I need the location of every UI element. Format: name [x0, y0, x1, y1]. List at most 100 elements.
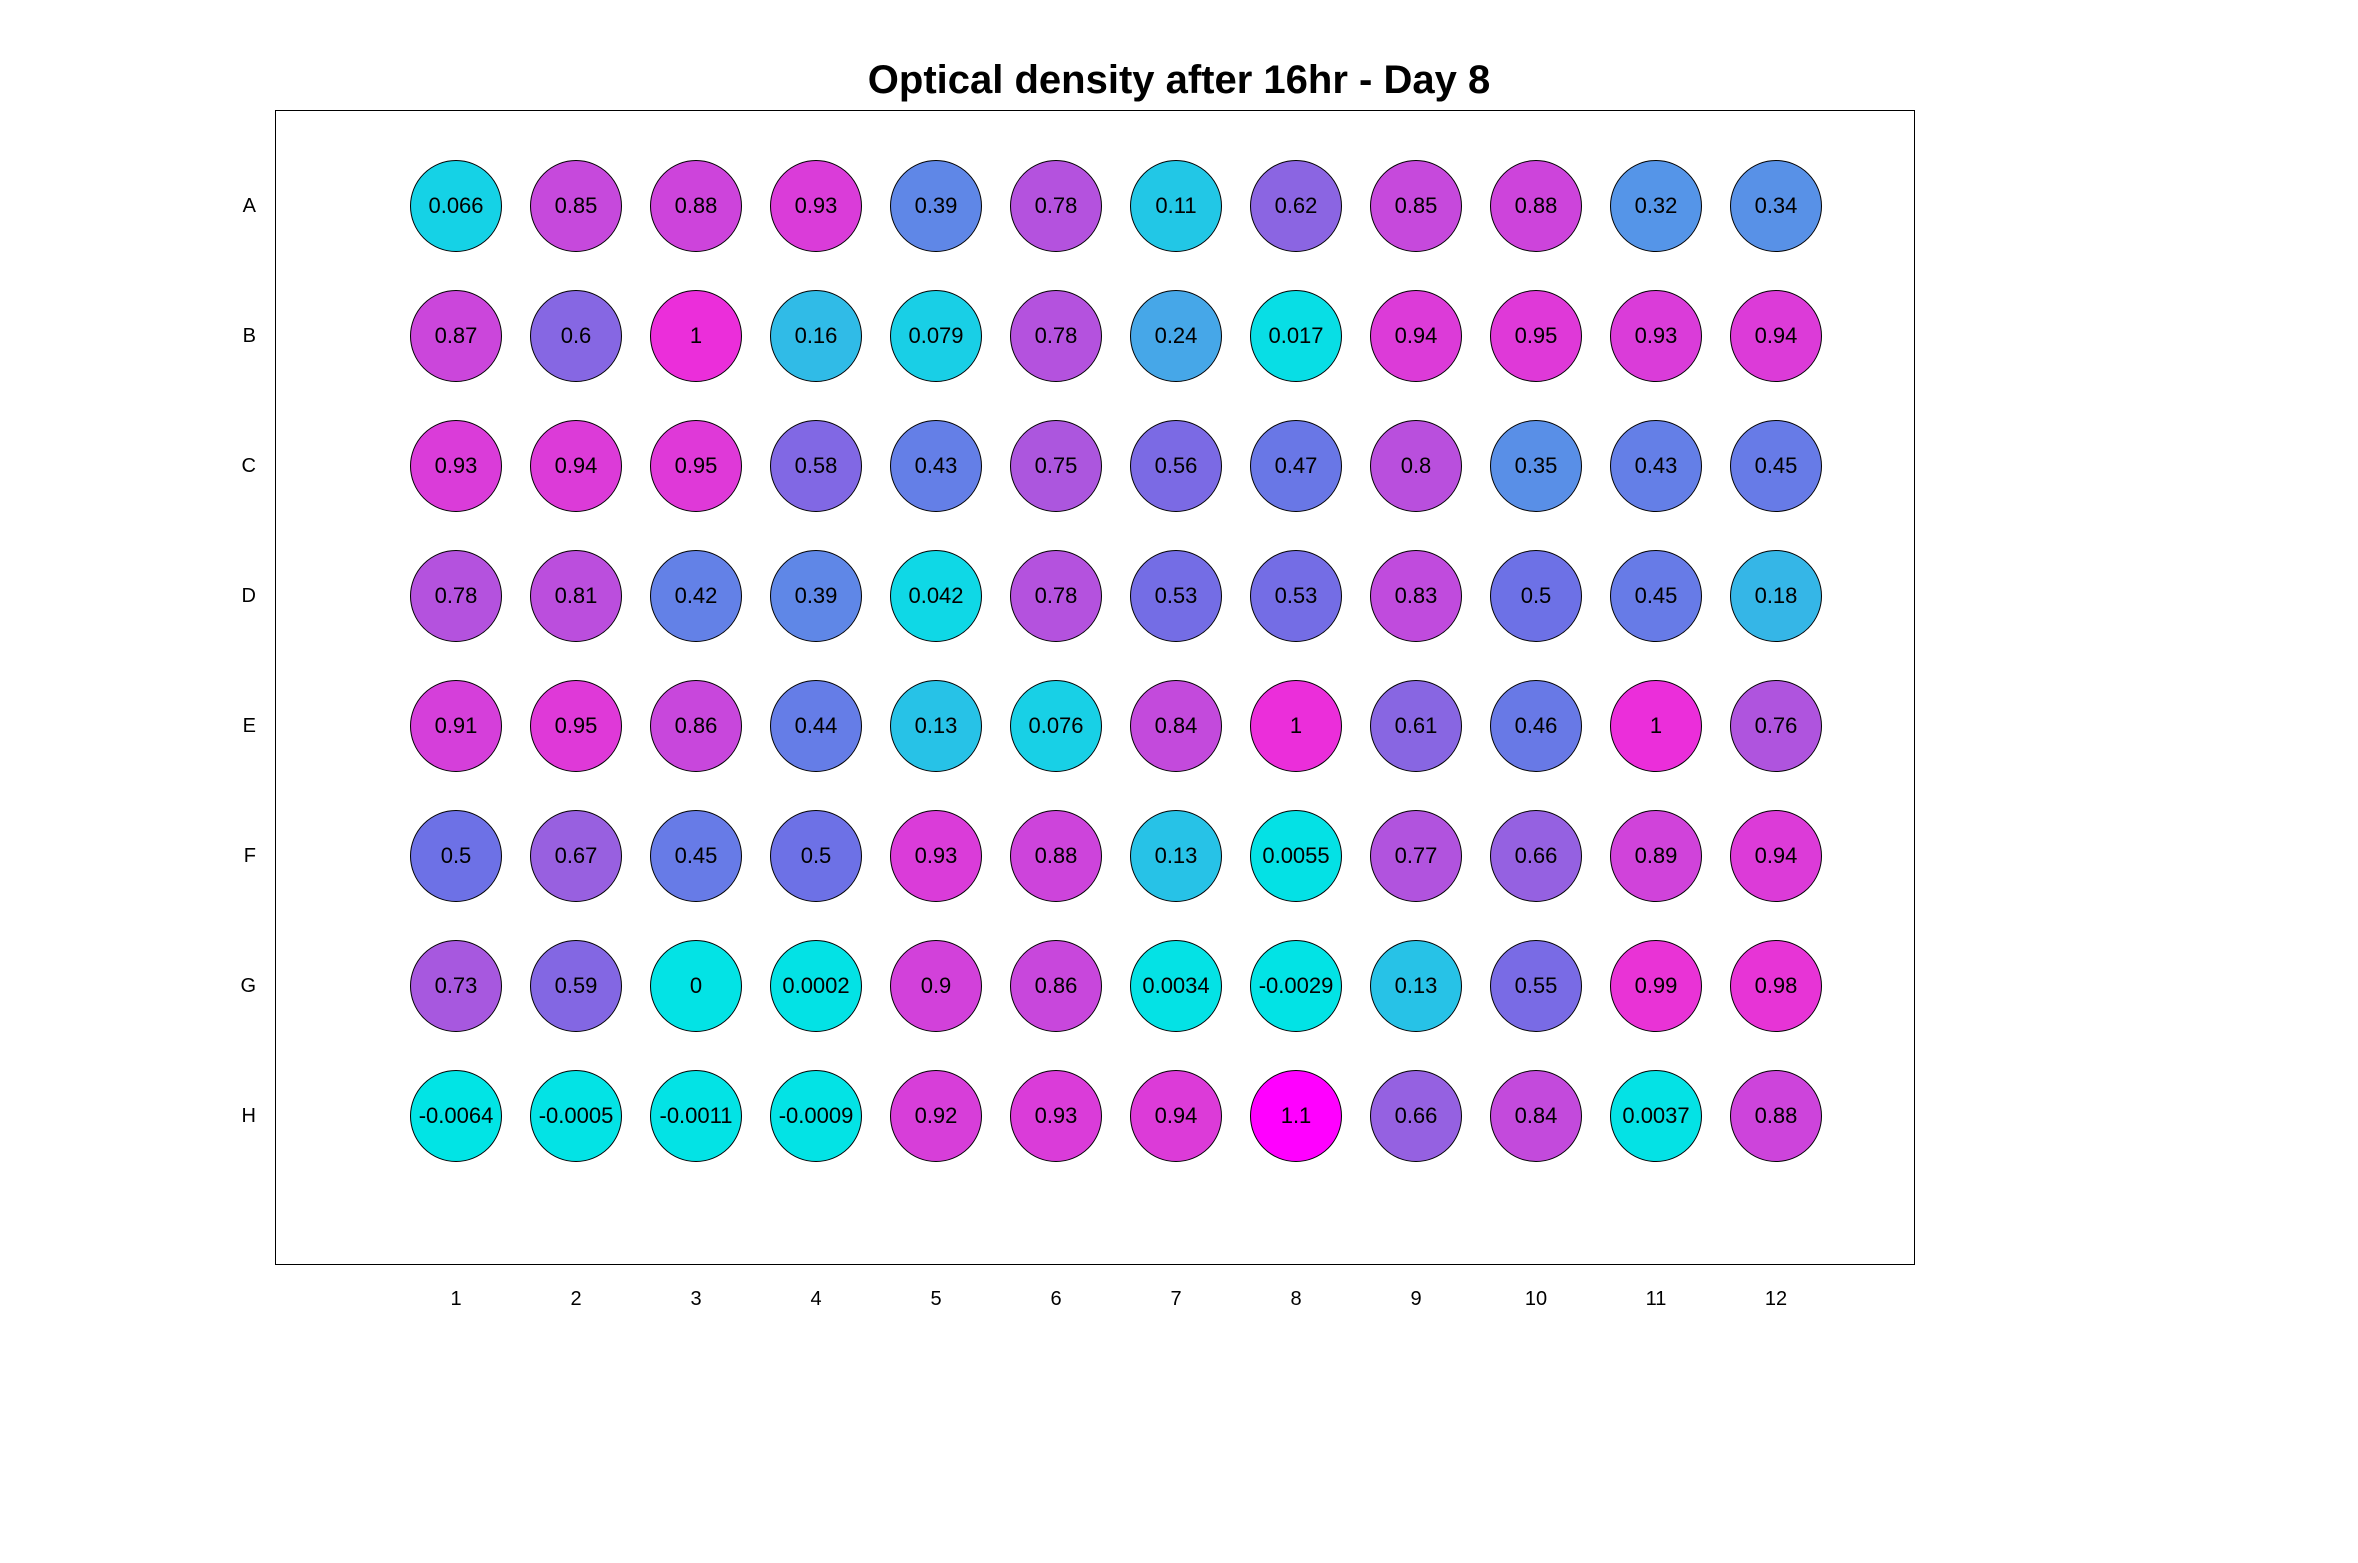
well-H4: -0.0009	[770, 1070, 862, 1162]
well-F7: 0.13	[1130, 810, 1222, 902]
well-B7: 0.24	[1130, 290, 1222, 382]
well-B8: 0.017	[1250, 290, 1342, 382]
well-D2: 0.81	[530, 550, 622, 642]
well-H10: 0.84	[1490, 1070, 1582, 1162]
well-value: 0.45	[675, 843, 718, 869]
well-value: 0.16	[795, 323, 838, 349]
well-value: 0.042	[908, 583, 963, 609]
plot-area: ABCDEFGH1234567891011120.0660.850.880.93…	[275, 110, 1915, 1265]
well-value: 0.88	[1755, 1103, 1798, 1129]
well-value: 0.93	[1635, 323, 1678, 349]
well-value: 0.13	[1395, 973, 1438, 999]
well-H6: 0.93	[1010, 1070, 1102, 1162]
well-C7: 0.56	[1130, 420, 1222, 512]
well-H8: 1.1	[1250, 1070, 1342, 1162]
well-C3: 0.95	[650, 420, 742, 512]
well-value: -0.0029	[1259, 973, 1334, 999]
col-label-5: 5	[916, 1288, 956, 1311]
well-F3: 0.45	[650, 810, 742, 902]
row-label-B: B	[232, 325, 256, 348]
col-label-6: 6	[1036, 1288, 1076, 1311]
well-E5: 0.13	[890, 680, 982, 772]
well-value: 0.67	[555, 843, 598, 869]
well-A7: 0.11	[1130, 160, 1222, 252]
well-G7: 0.0034	[1130, 940, 1222, 1032]
well-value: 0.017	[1268, 323, 1323, 349]
well-value: 0.39	[915, 193, 958, 219]
well-value: 0.99	[1635, 973, 1678, 999]
well-F10: 0.66	[1490, 810, 1582, 902]
well-value: 0.87	[435, 323, 478, 349]
well-value: 0.86	[675, 713, 718, 739]
well-A12: 0.34	[1730, 160, 1822, 252]
well-value: 0.32	[1635, 193, 1678, 219]
well-value: 0.076	[1028, 713, 1083, 739]
well-E6: 0.076	[1010, 680, 1102, 772]
well-value: 0.46	[1515, 713, 1558, 739]
well-B11: 0.93	[1610, 290, 1702, 382]
row-label-D: D	[232, 585, 256, 608]
well-G5: 0.9	[890, 940, 982, 1032]
row-label-E: E	[232, 715, 256, 738]
well-value: 0.93	[795, 193, 838, 219]
col-label-3: 3	[676, 1288, 716, 1311]
well-H7: 0.94	[1130, 1070, 1222, 1162]
well-G6: 0.86	[1010, 940, 1102, 1032]
well-value: 0.88	[675, 193, 718, 219]
well-E10: 0.46	[1490, 680, 1582, 772]
well-F9: 0.77	[1370, 810, 1462, 902]
well-value: 0.0034	[1142, 973, 1209, 999]
well-F5: 0.93	[890, 810, 982, 902]
well-C1: 0.93	[410, 420, 502, 512]
well-D8: 0.53	[1250, 550, 1342, 642]
well-C12: 0.45	[1730, 420, 1822, 512]
well-B2: 0.6	[530, 290, 622, 382]
well-G10: 0.55	[1490, 940, 1582, 1032]
well-value: 0.47	[1275, 453, 1318, 479]
well-value: 0.59	[555, 973, 598, 999]
well-value: 0.066	[428, 193, 483, 219]
well-F12: 0.94	[1730, 810, 1822, 902]
well-H2: -0.0005	[530, 1070, 622, 1162]
well-value: 0.78	[1035, 193, 1078, 219]
well-value: 0.81	[555, 583, 598, 609]
well-value: 0.5	[801, 843, 832, 869]
well-value: 0.94	[555, 453, 598, 479]
well-value: 0.5	[441, 843, 472, 869]
well-value: 0.53	[1275, 583, 1318, 609]
well-value: 0.62	[1275, 193, 1318, 219]
well-value: 0.76	[1755, 713, 1798, 739]
well-value: 0.95	[1515, 323, 1558, 349]
well-value: 0.94	[1155, 1103, 1198, 1129]
col-label-4: 4	[796, 1288, 836, 1311]
well-value: 0.89	[1635, 843, 1678, 869]
well-value: 0.5	[1521, 583, 1552, 609]
well-value: 0.079	[908, 323, 963, 349]
well-value: 0.24	[1155, 323, 1198, 349]
well-A3: 0.88	[650, 160, 742, 252]
well-B9: 0.94	[1370, 290, 1462, 382]
well-C5: 0.43	[890, 420, 982, 512]
row-label-H: H	[232, 1105, 256, 1128]
well-C6: 0.75	[1010, 420, 1102, 512]
well-F4: 0.5	[770, 810, 862, 902]
well-D5: 0.042	[890, 550, 982, 642]
well-A5: 0.39	[890, 160, 982, 252]
well-A4: 0.93	[770, 160, 862, 252]
well-value: 0.73	[435, 973, 478, 999]
well-C10: 0.35	[1490, 420, 1582, 512]
well-value: 0.94	[1395, 323, 1438, 349]
well-E2: 0.95	[530, 680, 622, 772]
well-C9: 0.8	[1370, 420, 1462, 512]
well-value: 0.94	[1755, 323, 1798, 349]
chart-title: Optical density after 16hr - Day 8	[0, 58, 2358, 103]
well-B5: 0.079	[890, 290, 982, 382]
col-label-11: 11	[1636, 1288, 1676, 1311]
well-value: 0.66	[1515, 843, 1558, 869]
well-E9: 0.61	[1370, 680, 1462, 772]
well-value: 0.84	[1155, 713, 1198, 739]
well-value: 0.83	[1395, 583, 1438, 609]
well-C2: 0.94	[530, 420, 622, 512]
well-value: 0.6	[561, 323, 592, 349]
well-value: -0.0009	[779, 1103, 854, 1129]
